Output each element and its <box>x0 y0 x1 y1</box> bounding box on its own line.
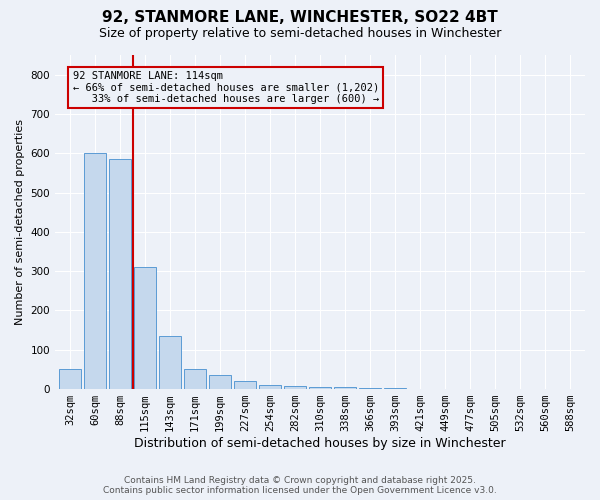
Bar <box>284 386 305 389</box>
Bar <box>209 376 230 389</box>
Bar <box>310 387 331 389</box>
Bar <box>160 336 181 389</box>
Bar <box>259 385 281 389</box>
Y-axis label: Number of semi-detached properties: Number of semi-detached properties <box>15 119 25 325</box>
Bar <box>359 388 380 389</box>
Bar <box>59 370 80 389</box>
Bar <box>184 370 206 389</box>
Bar <box>109 159 131 389</box>
Bar <box>134 267 155 389</box>
X-axis label: Distribution of semi-detached houses by size in Winchester: Distribution of semi-detached houses by … <box>134 437 506 450</box>
Text: Contains HM Land Registry data © Crown copyright and database right 2025.
Contai: Contains HM Land Registry data © Crown c… <box>103 476 497 495</box>
Text: Size of property relative to semi-detached houses in Winchester: Size of property relative to semi-detach… <box>99 28 501 40</box>
Text: 92 STANMORE LANE: 114sqm
← 66% of semi-detached houses are smaller (1,202)
   33: 92 STANMORE LANE: 114sqm ← 66% of semi-d… <box>73 70 379 104</box>
Bar <box>235 381 256 389</box>
Bar <box>385 388 406 389</box>
Text: 92, STANMORE LANE, WINCHESTER, SO22 4BT: 92, STANMORE LANE, WINCHESTER, SO22 4BT <box>102 10 498 25</box>
Bar <box>334 387 356 389</box>
Bar <box>85 154 106 389</box>
